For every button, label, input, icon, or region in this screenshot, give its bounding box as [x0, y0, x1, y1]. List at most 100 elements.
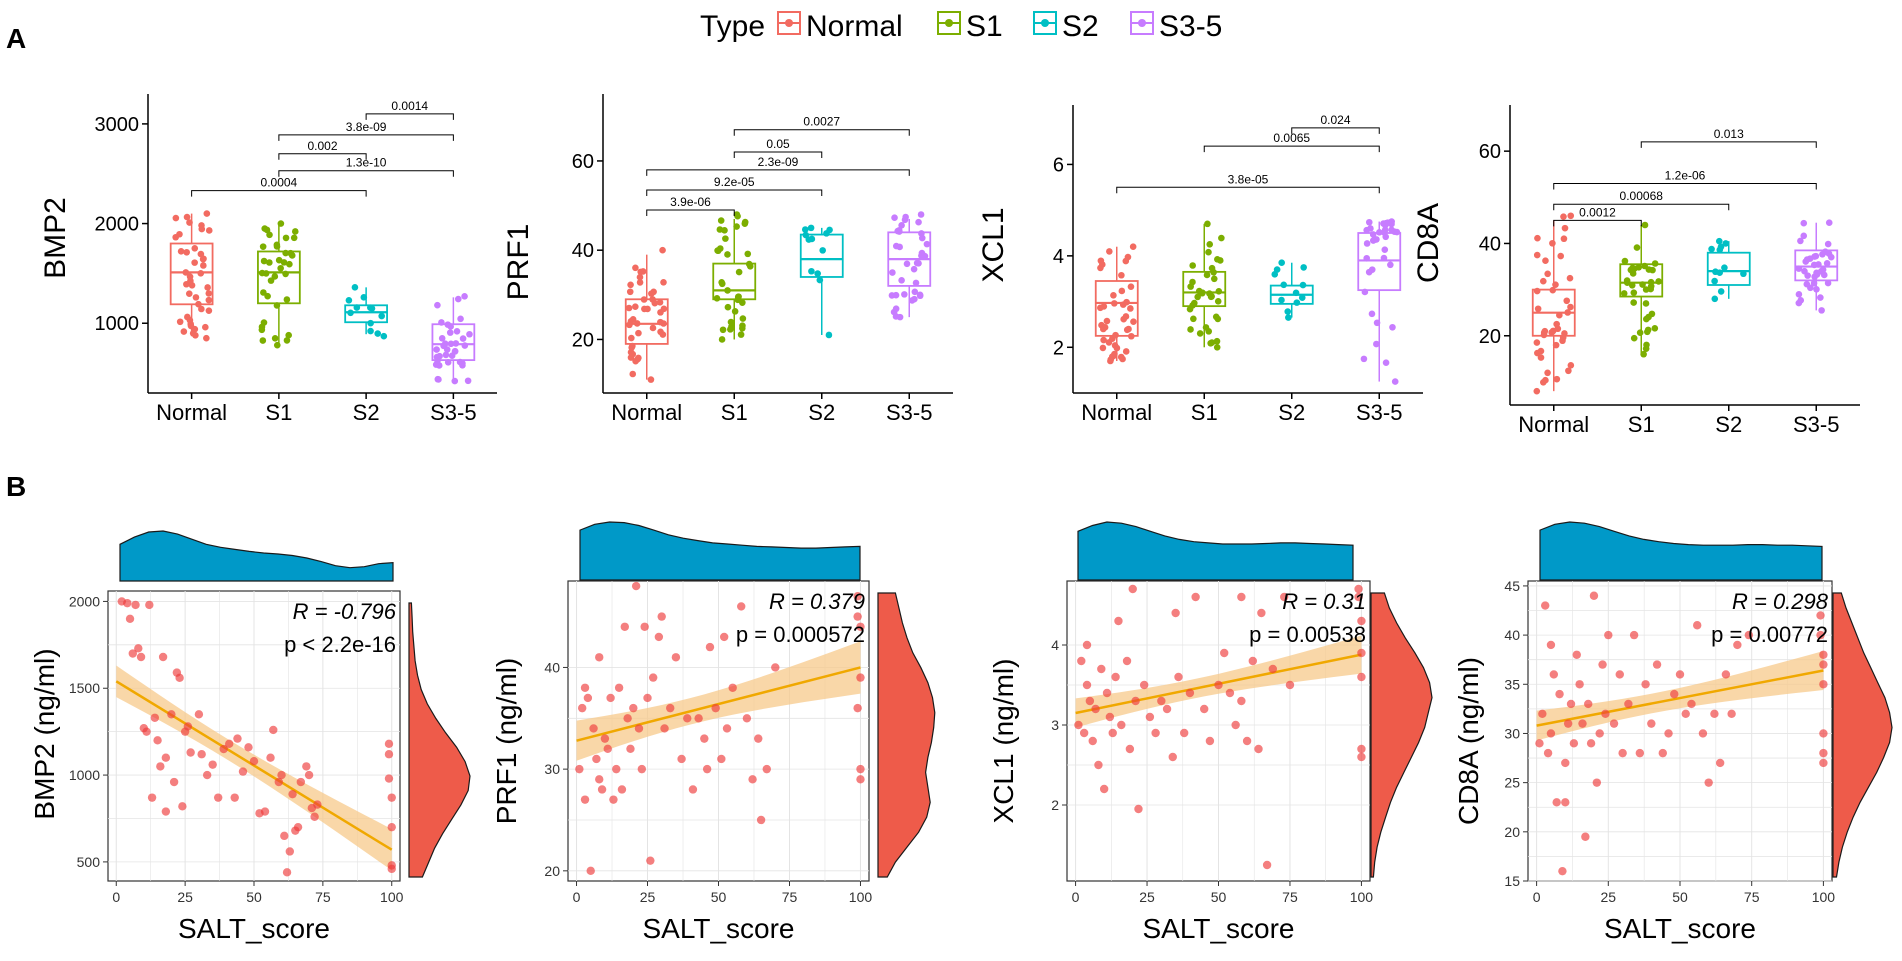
data-point — [1733, 640, 1742, 650]
x-tick-label: 50 — [1672, 889, 1688, 905]
data-point — [1711, 295, 1719, 303]
data-point — [1363, 254, 1371, 262]
data-point — [606, 693, 615, 703]
data-point — [219, 744, 228, 754]
y-tick-label: 3000 — [95, 114, 140, 136]
data-point — [577, 703, 587, 713]
data-point — [1664, 729, 1673, 738]
data-point — [1566, 274, 1574, 282]
data-point — [1639, 281, 1646, 288]
correlation-p: p = 0.00538 — [1249, 622, 1366, 647]
marginal-density-top — [1077, 521, 1354, 581]
data-point — [666, 703, 675, 713]
data-point — [184, 313, 191, 321]
data-point — [205, 296, 213, 304]
data-point — [438, 319, 445, 326]
data-point — [1284, 308, 1292, 315]
box-s2 — [344, 284, 388, 340]
marginal-density-top — [119, 530, 394, 582]
data-point — [656, 299, 664, 306]
y-axis-label: PRF1 — [502, 224, 535, 301]
data-point — [310, 812, 319, 821]
data-point — [387, 793, 396, 802]
data-point — [1097, 304, 1104, 312]
data-point — [1555, 689, 1564, 699]
box-s2 — [1706, 237, 1751, 303]
data-point — [261, 225, 269, 232]
data-point — [719, 326, 727, 334]
comparison-bracket: 9.2e-05 — [646, 175, 823, 196]
data-point — [1186, 305, 1194, 313]
data-point — [384, 750, 394, 759]
y-axis-label: XCL1 (ng/ml) — [988, 659, 1019, 824]
x-tick-label: 75 — [1282, 889, 1298, 905]
correlation-r: R = -0.796 — [293, 599, 397, 624]
data-point — [1533, 339, 1541, 346]
data-point — [185, 290, 193, 297]
data-point — [814, 270, 821, 277]
data-point — [282, 270, 289, 278]
data-point — [128, 649, 137, 658]
data-point — [1389, 323, 1396, 331]
data-point — [1643, 341, 1650, 349]
data-point — [1647, 278, 1655, 286]
data-point — [1823, 260, 1831, 267]
y-tick-label: 3 — [1051, 717, 1059, 733]
p-value-label: 3.8e-05 — [1228, 172, 1269, 186]
data-point — [856, 673, 865, 682]
data-point — [741, 218, 749, 226]
data-point — [1740, 270, 1747, 278]
data-point — [1797, 237, 1804, 245]
data-point — [583, 693, 593, 703]
data-point — [1118, 287, 1126, 295]
data-point — [1630, 289, 1638, 296]
data-point — [1205, 736, 1215, 746]
data-point — [244, 743, 253, 752]
box-s1 — [1619, 221, 1664, 358]
data-point — [916, 291, 924, 299]
data-point — [459, 335, 467, 342]
data-point — [1077, 656, 1086, 666]
data-point — [1561, 224, 1569, 232]
y-tick-label: 2000 — [95, 214, 140, 236]
data-point — [1544, 270, 1551, 278]
data-point — [1231, 720, 1240, 730]
data-point — [1810, 279, 1818, 287]
legend-key-dot — [785, 19, 793, 27]
data-point — [918, 230, 925, 237]
data-point — [1538, 709, 1547, 718]
data-point — [635, 354, 642, 362]
bracket-line — [1553, 203, 1730, 211]
data-point — [205, 307, 213, 314]
data-point — [1242, 736, 1252, 746]
data-point — [1817, 267, 1825, 275]
data-point — [1647, 285, 1655, 293]
data-point — [654, 632, 664, 642]
data-point — [1117, 353, 1125, 361]
x-tick-label: 0 — [112, 889, 120, 905]
data-point — [739, 322, 746, 330]
box-s1 — [257, 220, 301, 349]
data-point — [282, 234, 290, 242]
data-point — [1633, 244, 1641, 251]
correlation-r: R = 0.379 — [769, 589, 865, 614]
data-point — [629, 703, 638, 713]
data-point — [266, 231, 273, 239]
data-point — [1533, 287, 1541, 295]
data-point — [360, 294, 368, 301]
data-point — [719, 632, 729, 642]
data-point — [1107, 356, 1115, 363]
data-point — [728, 683, 737, 692]
x-tick-label: 100 — [380, 889, 404, 905]
data-point — [1365, 268, 1373, 276]
data-point — [1127, 305, 1134, 312]
x-tick-label: Normal — [1081, 400, 1152, 425]
p-value-label: 0.00068 — [1620, 189, 1664, 203]
x-tick-label: 50 — [1211, 889, 1227, 905]
comparison-bracket: 2.3e-09 — [646, 155, 910, 176]
data-point — [1559, 334, 1567, 341]
x-tick-label: Normal — [156, 400, 227, 425]
data-point — [1111, 300, 1118, 307]
data-point — [1539, 277, 1547, 285]
data-point — [623, 714, 632, 723]
